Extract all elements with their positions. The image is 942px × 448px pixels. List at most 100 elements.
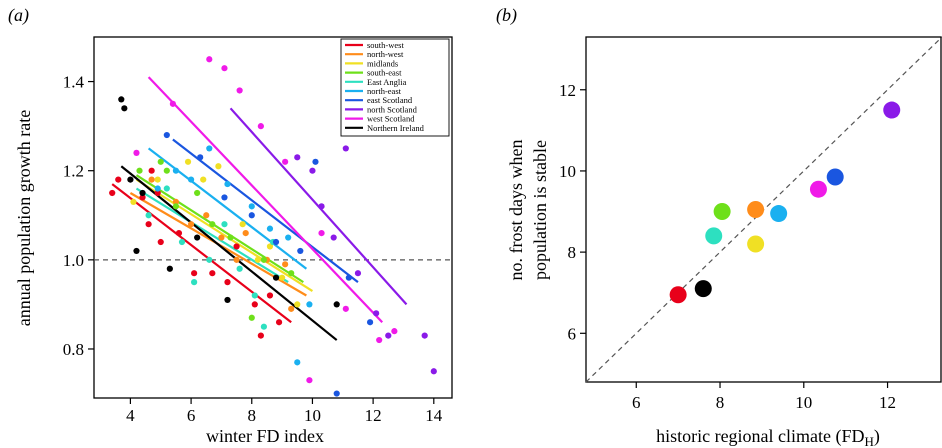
data-point xyxy=(248,203,255,210)
legend-entry: west Scotland xyxy=(367,114,415,124)
data-point xyxy=(115,176,122,183)
data-point xyxy=(175,229,183,237)
data-point xyxy=(713,203,731,221)
data-point xyxy=(178,238,186,246)
data-point xyxy=(354,270,362,277)
data-point xyxy=(254,256,261,263)
data-point xyxy=(206,145,213,152)
data-point xyxy=(148,176,155,183)
data-point xyxy=(148,167,155,174)
data-point xyxy=(118,96,125,103)
panel-a: (a) 4 6 8 10 12 140.81.01.21.4 south-westnort… xyxy=(8,5,453,446)
data-point xyxy=(306,377,313,384)
data-point xyxy=(430,368,437,375)
regression-line xyxy=(135,174,304,284)
panel-b-y-axis-label-line1: no. frost days when xyxy=(506,140,526,281)
legend-entry: north-east xyxy=(367,86,402,96)
x-tick-label: 10 xyxy=(304,406,321,425)
regression-line xyxy=(135,178,314,292)
data-point xyxy=(391,328,398,335)
data-point xyxy=(294,359,301,366)
legend-entry: east Scotland xyxy=(367,95,413,105)
data-point xyxy=(221,194,228,201)
data-point xyxy=(139,194,146,201)
data-point xyxy=(236,87,243,94)
y-tick-label: 12 xyxy=(559,81,576,100)
panel-a-y-axis-label: annual population growth rate xyxy=(14,110,34,326)
data-point xyxy=(342,305,349,312)
panel-b: (b) 6 8 10 12 6 8 10 12 historic regional clima… xyxy=(496,5,942,448)
data-point xyxy=(215,163,222,170)
data-point xyxy=(260,256,267,263)
data-point xyxy=(285,234,292,241)
data-point xyxy=(206,256,213,263)
data-point xyxy=(342,145,349,152)
data-point xyxy=(297,247,304,255)
data-point xyxy=(127,176,134,183)
data-point xyxy=(318,203,325,210)
panel-b-points xyxy=(669,101,901,304)
data-point xyxy=(145,221,152,228)
data-point xyxy=(366,319,374,326)
panel-b-label: (b) xyxy=(496,5,517,26)
data-point xyxy=(227,234,234,241)
data-point xyxy=(248,212,255,219)
data-point xyxy=(266,225,274,232)
panel-b-x-axis-label: historic regional climate (FDH) xyxy=(656,426,880,448)
data-point xyxy=(312,158,319,165)
data-point xyxy=(272,238,280,246)
legend-entry: south-west xyxy=(367,40,404,50)
data-point xyxy=(318,229,325,237)
x-tick-label: 8 xyxy=(248,406,257,425)
data-point xyxy=(669,286,687,304)
data-point xyxy=(157,158,164,165)
data-point xyxy=(133,149,140,156)
data-point xyxy=(251,301,258,308)
data-point xyxy=(157,238,164,246)
y-tick-label: 1.2 xyxy=(63,162,84,181)
y-tick-label: 8 xyxy=(568,243,577,262)
legend-entry: midlands xyxy=(367,58,398,68)
data-point xyxy=(224,180,231,188)
data-point xyxy=(251,292,258,299)
data-point xyxy=(197,154,204,161)
data-point xyxy=(224,279,231,286)
data-point xyxy=(883,101,901,119)
regression-line xyxy=(172,138,359,283)
data-point xyxy=(309,167,316,174)
data-point xyxy=(172,203,180,210)
data-point xyxy=(294,301,301,308)
x-tick-label: 6 xyxy=(187,406,196,425)
data-point xyxy=(154,185,161,192)
data-point xyxy=(224,296,231,304)
x-tick-label: 4 xyxy=(126,406,135,425)
regression-line xyxy=(147,76,384,323)
regression-line xyxy=(135,187,289,284)
data-point xyxy=(172,198,180,206)
data-point xyxy=(169,100,176,107)
data-point xyxy=(206,56,213,63)
data-point xyxy=(809,180,827,198)
data-point xyxy=(221,65,228,72)
data-point xyxy=(257,123,264,130)
data-point xyxy=(130,198,137,206)
legend-entry: north-west xyxy=(367,49,404,59)
y-tick-label: 1.0 xyxy=(63,251,84,270)
data-point xyxy=(294,154,301,161)
data-point xyxy=(109,189,116,197)
panel-b-plot-frame xyxy=(585,36,942,383)
legend-entry: Northern Ireland xyxy=(367,123,425,133)
data-point xyxy=(203,212,210,219)
legend-entry: East Anglia xyxy=(367,77,407,87)
data-point xyxy=(163,131,170,139)
data-point xyxy=(279,274,286,281)
data-point xyxy=(154,176,161,183)
legend-entry: south-east xyxy=(367,68,402,78)
data-point xyxy=(282,158,289,165)
data-point xyxy=(191,279,198,286)
regression-line xyxy=(111,183,292,324)
x-tick-label: 10 xyxy=(795,393,812,412)
data-point xyxy=(209,270,216,277)
data-point xyxy=(239,221,246,228)
